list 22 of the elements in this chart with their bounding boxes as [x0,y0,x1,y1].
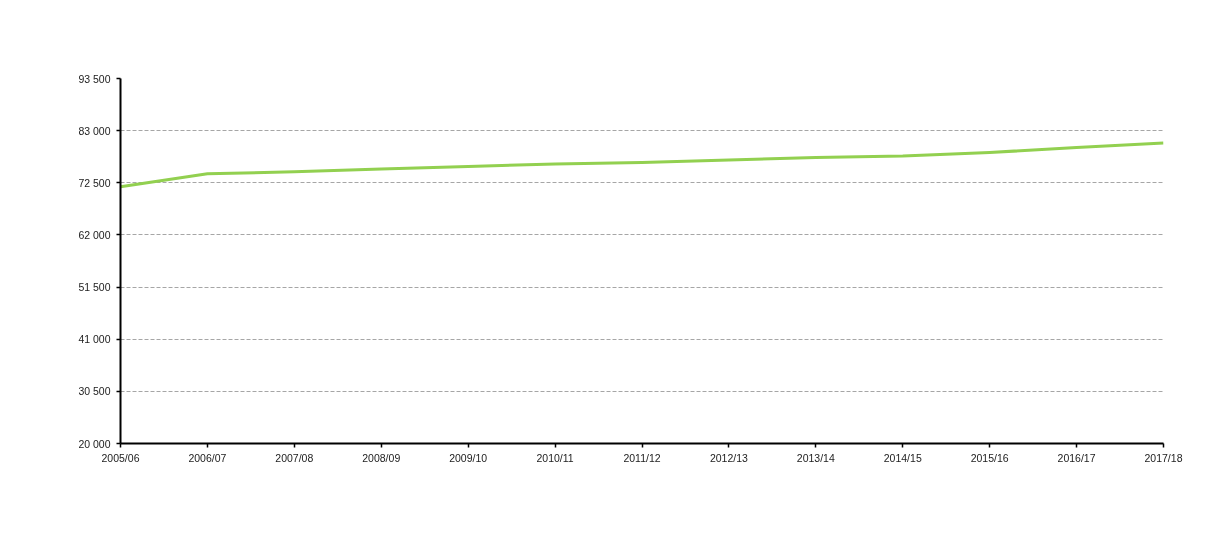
y-tick-label: 72 500 [78,176,111,189]
x-tick-label: 2010/11 [536,451,574,464]
x-tick-label: 2009/10 [449,451,488,464]
x-tick-label: 2007/08 [275,451,314,464]
y-tick-label: 51 500 [78,281,111,294]
x-tick-label: 2013/14 [796,451,835,464]
x-tick-label: 2014/15 [883,451,922,464]
x-tick-label: 2006/07 [188,451,227,464]
x-tick-label: 2008/09 [362,451,401,464]
y-tick-label: 62 000 [78,228,111,241]
y-tick-label: 93 500 [78,72,111,85]
x-tick-label: 2012/13 [709,451,749,464]
line-series [120,141,1164,189]
x-tick-label: 2017/18 [1144,451,1183,464]
y-tick-label: 30 500 [78,385,111,398]
x-tick-label: 2015/16 [970,451,1009,464]
y-tick-label: 83 000 [78,124,111,137]
x-tick-label: 2016/17 [1057,451,1096,464]
x-tick-label: 2011/12 [623,451,661,464]
x-tick-label: 2005/06 [101,451,140,464]
y-tick-label: 41 000 [78,333,111,346]
y-tick-label: 20 000 [78,437,111,450]
